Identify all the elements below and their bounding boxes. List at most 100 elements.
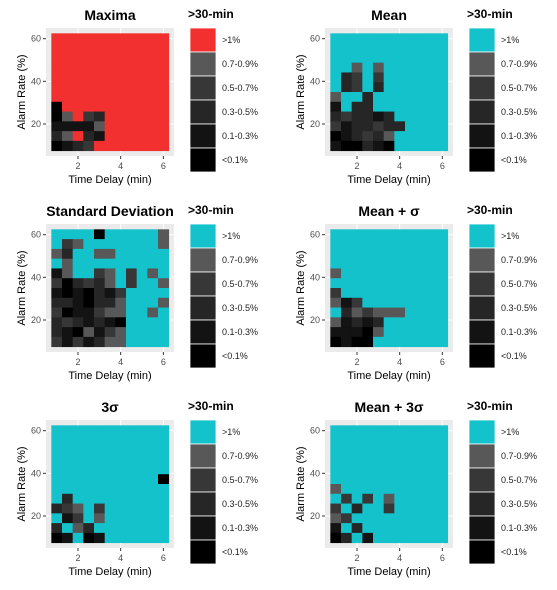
heatmap-cell: [373, 307, 385, 318]
heatmap-cell: [362, 444, 374, 456]
y-tick-label: 60: [310, 426, 320, 436]
heatmap-cell: [351, 268, 363, 279]
heatmap-cell: [394, 307, 406, 318]
heatmap-cell: [104, 278, 116, 289]
heatmap-cell: [158, 278, 170, 289]
heatmap-cell: [115, 121, 127, 132]
heatmap-cell: [83, 503, 95, 514]
chart-title: Mean + σ: [358, 203, 420, 219]
heatmap-cell: [362, 336, 374, 348]
heatmap-cell: [373, 425, 385, 436]
heatmap-cell: [104, 72, 116, 83]
heatmap-cell: [136, 131, 148, 142]
heatmap-cell: [415, 435, 427, 446]
heatmap-cell: [394, 131, 406, 142]
heatmap-cell: [415, 140, 427, 152]
y-axis-label: Alarm Rate (%): [295, 250, 307, 325]
heatmap-cell: [330, 72, 342, 83]
legend-key: [468, 51, 496, 77]
x-tick-label: 4: [118, 357, 123, 367]
legend-title: >30-min: [467, 399, 513, 413]
legend-title: >30-min: [188, 203, 234, 217]
heatmap-cell: [115, 131, 127, 142]
heatmap-cell: [72, 82, 84, 93]
heatmap-cell: [83, 493, 95, 504]
legend-key: [189, 491, 217, 517]
heatmap-cell: [341, 425, 353, 436]
heatmap-cell: [115, 503, 127, 514]
heatmap-cell: [147, 474, 159, 485]
heatmap-cell: [115, 33, 127, 44]
heatmap-cell: [362, 278, 374, 289]
heatmap-cell: [394, 92, 406, 103]
heatmap-cell: [83, 435, 95, 446]
heatmap-cell: [126, 111, 138, 122]
heatmap-cell: [136, 444, 148, 456]
heatmap-cell: [341, 248, 353, 260]
heatmap-cell: [383, 454, 395, 465]
heatmap-cell: [104, 297, 116, 308]
heatmap-cell: [147, 82, 159, 93]
heatmap-cell: [126, 425, 138, 436]
heatmap-cell: [362, 435, 374, 446]
heatmap-cell: [94, 513, 106, 524]
heatmap-cell: [158, 523, 170, 534]
legend-key: [468, 319, 496, 345]
heatmap-cell: [158, 62, 170, 73]
y-tick-label: 40: [310, 272, 320, 282]
heatmap-cell: [373, 33, 385, 44]
x-tick-label: 2: [75, 161, 80, 171]
legend: >30-min >1% 0.7-0.9% 0.5-0.7% 0.3-0.5% 0.1-0.…: [467, 7, 537, 173]
heatmap-cell: [115, 101, 127, 112]
heatmap-cell: [383, 444, 395, 456]
heatmap-cell: [94, 317, 106, 328]
heatmap-cell: [373, 111, 385, 122]
heatmap-cell: [83, 43, 95, 54]
heatmap-cell: [51, 297, 63, 308]
heatmap-cell: [437, 474, 449, 485]
heatmap-cell: [83, 474, 95, 485]
heatmap-cell: [330, 454, 342, 465]
heatmap-cell: [351, 513, 363, 524]
heatmap-cell: [72, 435, 84, 446]
heatmap-cell: [136, 523, 148, 534]
heatmap-cell: [330, 140, 342, 152]
heatmap-cell: [341, 92, 353, 103]
heatmap-cell: [136, 268, 148, 279]
heatmap-cell: [158, 33, 170, 44]
legend-label: <0.1%: [222, 155, 248, 165]
legend: >30-min >1% 0.7-0.9% 0.5-0.7% 0.3-0.5% 0.1-0.…: [467, 399, 537, 565]
heatmap-cell: [383, 258, 395, 269]
heatmap-cell: [147, 111, 159, 122]
heatmap-cell: [104, 307, 116, 318]
legend-key: [189, 419, 217, 445]
heatmap-cell: [126, 258, 138, 269]
x-tick-label: 4: [397, 553, 402, 563]
heatmap-cell: [51, 229, 63, 240]
heatmap-cell: [437, 532, 449, 544]
legend-title: >30-min: [188, 399, 234, 413]
legend-key: [468, 223, 496, 249]
heatmap-cell: [373, 444, 385, 456]
heatmap-cell: [330, 297, 342, 308]
x-tick-label: 6: [440, 161, 445, 171]
heatmap-cell: [341, 140, 353, 152]
legend-key: [189, 247, 217, 273]
heatmap-cell: [51, 493, 63, 504]
heatmap-cell: [83, 336, 95, 348]
heatmap-cell: [362, 121, 374, 132]
heatmap-cell: [83, 248, 95, 260]
heatmap-cell: [147, 72, 159, 83]
heatmap-cell: [394, 239, 406, 250]
heatmap-cell: [394, 444, 406, 456]
heatmap-cell: [383, 435, 395, 446]
heatmap-cell: [362, 82, 374, 93]
heatmap-cell: [136, 532, 148, 544]
x-axis-label: Time Delay (min): [68, 174, 151, 186]
heatmap-cell: [426, 239, 438, 250]
heatmap-cell: [104, 532, 116, 544]
heatmap-cell: [437, 131, 449, 142]
heatmap-cell: [62, 425, 74, 436]
heatmap-cell: [383, 503, 395, 514]
heatmap-cell: [415, 229, 427, 240]
